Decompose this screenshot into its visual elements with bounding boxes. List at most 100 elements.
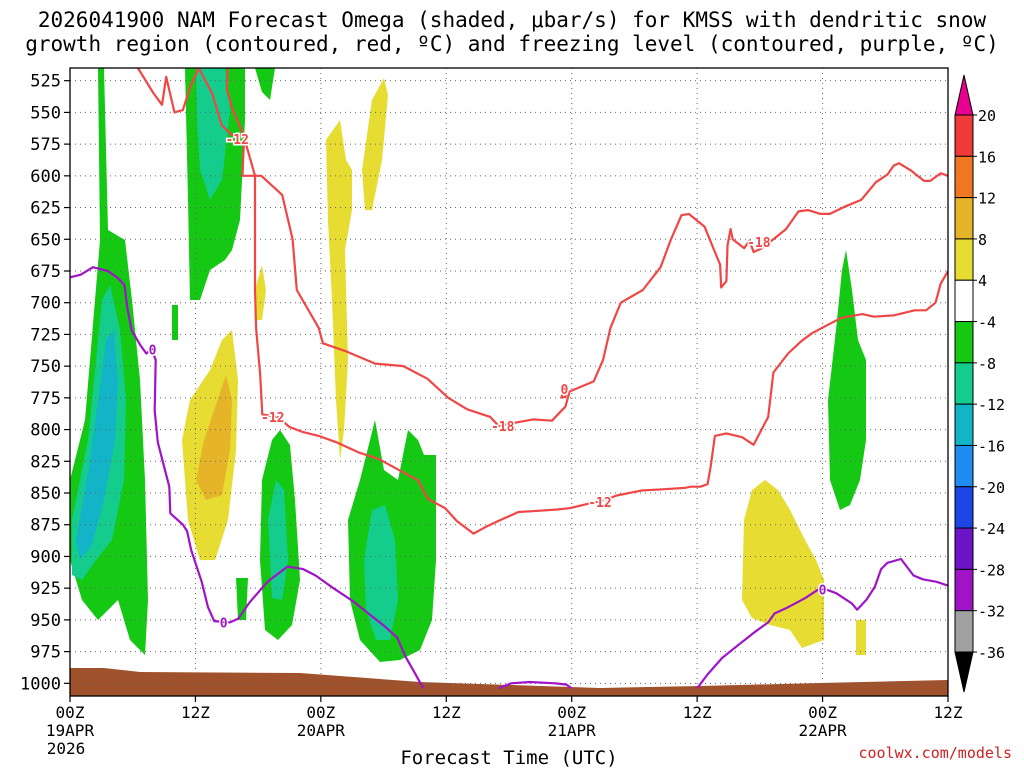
colorbar-label-7: -12: [978, 396, 1005, 414]
colorbar-label-3: 8: [978, 231, 987, 249]
omega-region-neg4-right: [828, 250, 866, 510]
y-tick-label-6: 675: [30, 262, 61, 282]
contour-labels: -12 -12 -18 -12 -18 0 0 0 0: [147, 132, 828, 633]
colorbar-swatch-9: [954, 486, 974, 529]
x-tick-time-1: 12Z: [181, 703, 210, 722]
omega-region-neg12-left: [76, 330, 118, 560]
colorbar-label-9: -20: [978, 479, 1005, 497]
colorbar-swatch-6: [954, 362, 974, 405]
contour-frz3: [696, 557, 948, 690]
x-tick-time-7: 12Z: [934, 703, 963, 722]
x-tick-date-0: 19APR: [46, 721, 95, 740]
y-tick-label-16: 925: [30, 579, 61, 599]
colorbar: 20 16 12 8 4 -4 -8 -12 -16 -20 -24 -28 -32 -36: [954, 74, 1005, 693]
x-tick-time-0: 00Z: [56, 703, 85, 722]
contour-dgz_lower: [225, 68, 948, 535]
y-axis: 525 550 575 600 625 650 675 700 725 750 775 800 825 8…: [20, 72, 70, 694]
omega-region-pos4-e: [856, 620, 866, 655]
contours: [70, 68, 948, 690]
colorbar-label-10: -24: [978, 520, 1005, 538]
x-tick-time-6: 00Z: [808, 703, 837, 722]
contour-dgz_upper: [136, 68, 948, 427]
omega-region-neg8-upper-left: [196, 68, 230, 200]
x-tick-date-6: 22APR: [798, 721, 847, 740]
x-tick-date-4: 21APR: [548, 721, 597, 740]
contour-label-0: -12: [225, 133, 248, 148]
y-tick-label-2: 575: [30, 135, 61, 155]
y-tick-label-7: 700: [30, 294, 61, 314]
colorbar-label-6: -8: [978, 355, 996, 373]
colorbar-swatch-7: [954, 403, 974, 446]
colorbar-swatch-10: [954, 527, 974, 570]
y-tick-label-0: 525: [30, 72, 61, 92]
y-tick-label-9: 750: [30, 357, 61, 377]
y-tick-label-19: 1000: [20, 674, 61, 694]
omega-region-pos8-a: [196, 375, 232, 500]
terrain-ground: [70, 668, 948, 696]
omega-region-neg4-small: [255, 68, 275, 100]
y-tick-label-1: 550: [30, 103, 61, 123]
y-tick-label-3: 600: [30, 167, 61, 187]
y-tick-label-14: 875: [30, 516, 61, 536]
colorbar-label-2: 12: [978, 190, 996, 208]
x-tick-date-2: 20APR: [297, 721, 346, 740]
colorbar-label-11: -28: [978, 561, 1005, 579]
chart-title-line1: 2026041900 NAM Forecast Omega (shaded, μ…: [38, 8, 987, 32]
colorbar-swatch-12: [954, 610, 974, 653]
omega-region-pos4-strip: [255, 265, 266, 320]
contour-label-6: 0: [149, 344, 157, 359]
contour-label-7: 0: [220, 616, 228, 631]
x-axis-label: Forecast Time (UTC): [400, 747, 617, 768]
y-tick-label-17: 950: [30, 611, 61, 631]
y-tick-label-5: 650: [30, 230, 61, 250]
y-tick-label-10: 775: [30, 389, 61, 409]
colorbar-swatch-1: [954, 155, 974, 199]
contour-label-4: -18: [747, 236, 771, 251]
colorbar-label-4: 4: [978, 272, 987, 290]
y-tick-label-13: 850: [30, 484, 61, 504]
colorbar-label-8: -16: [978, 437, 1005, 455]
x-tick-year-0: 2026: [47, 739, 86, 758]
x-tick-time-3: 12Z: [432, 703, 461, 722]
chart-title-line2: growth region (contoured, red, ºC) and f…: [25, 32, 999, 56]
plot-area: -12 -12 -18 -12 -18 0 0 0 0: [70, 68, 948, 696]
omega-region-pos4-d: [742, 480, 824, 648]
contour-label-3: -12: [588, 496, 611, 511]
colorbar-swatch-0: [954, 114, 974, 157]
omega-shading: [70, 68, 948, 696]
omega-region-neg8-mid2: [364, 505, 398, 640]
colorbar-label-5: -4: [978, 314, 996, 332]
colorbar-label-13: -36: [978, 644, 1005, 662]
colorbar-swatch-2: [954, 197, 974, 240]
y-tick-label-12: 825: [30, 452, 61, 472]
contour-label-2: -18: [491, 420, 515, 435]
colorbar-swatch-4: [954, 279, 974, 323]
colorbar-swatch-8: [954, 444, 974, 488]
contour-label-5: 0: [560, 383, 568, 398]
omega-region-pos4-b: [326, 120, 352, 460]
contour-dgz_loop: [560, 387, 569, 399]
colorbar-swatch-3: [954, 238, 974, 281]
colorbar-label-1: 16: [978, 148, 996, 166]
contour-label-8: 0: [819, 583, 827, 598]
colorbar-top-triangle: [954, 74, 974, 116]
y-tick-label-4: 625: [30, 199, 61, 219]
omega-region-neg4-tiny: [172, 305, 178, 340]
y-tick-label-11: 800: [30, 421, 61, 441]
colorbar-bottom-triangle: [954, 651, 974, 693]
x-tick-time-2: 00Z: [306, 703, 335, 722]
x-tick-time-4: 00Z: [557, 703, 586, 722]
contour-label-1: -12: [261, 411, 284, 426]
contour-frz: [70, 266, 425, 689]
colorbar-swatch-5: [954, 321, 974, 364]
y-tick-label-8: 725: [30, 325, 61, 345]
y-tick-label-15: 900: [30, 547, 61, 567]
plot-frame: [69, 67, 949, 697]
contour-frz2: [498, 680, 573, 690]
x-tick-time-5: 12Z: [683, 703, 712, 722]
credit-text: coolwx.com/models: [858, 744, 1012, 762]
colorbar-label-12: -32: [978, 603, 1005, 621]
colorbar-swatch-11: [954, 568, 974, 612]
